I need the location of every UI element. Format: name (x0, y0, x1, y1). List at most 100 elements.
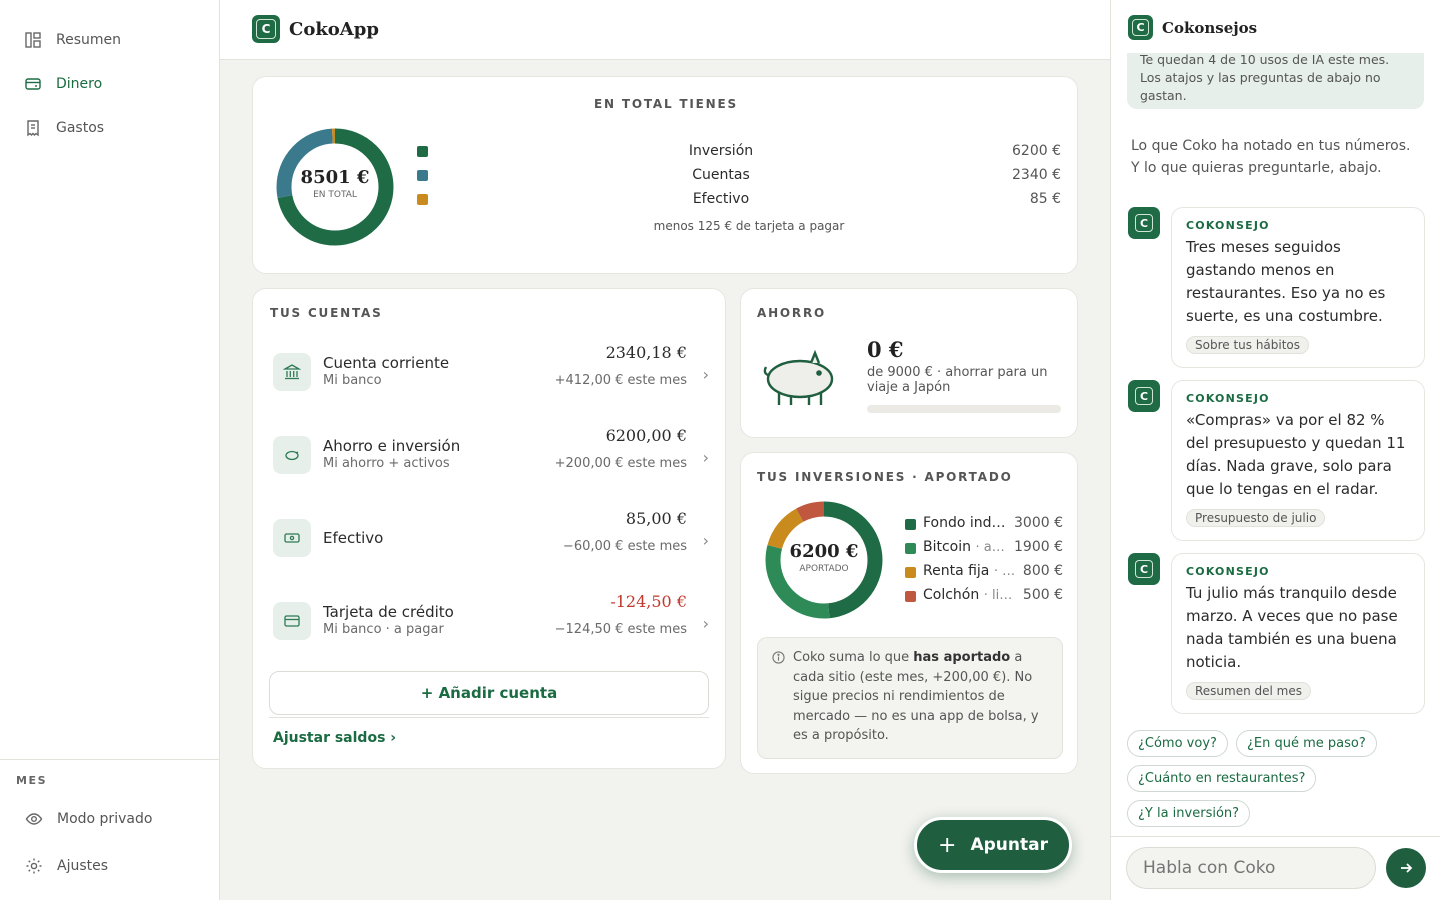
total-amount-sub: EN TOTAL (313, 190, 357, 200)
legend-extra: · a… (975, 540, 1005, 555)
app-brand[interactable]: C CokoApp (252, 15, 379, 43)
coko-avatar-icon: C (1128, 380, 1160, 412)
plus-icon: + (938, 832, 957, 858)
info-text-post: a cada sitio (este mes, +200,00 €). No s… (793, 650, 1039, 743)
legend-label: Renta fija (923, 563, 990, 579)
advice-card[interactable]: COKONSEJO Tu julio más tranquilo desde m… (1171, 553, 1425, 714)
account-row[interactable]: Cuenta corriente Mi banco 2340,18 € +412… (273, 341, 709, 401)
adjust-balances-link[interactable]: Ajustar saldos › (273, 730, 397, 746)
legend-value: 1900 € (1014, 539, 1063, 555)
coko-logo-icon: C (252, 15, 280, 43)
savings-goal-text: de 9000 € · ahorrar para un viaje a Japó… (867, 365, 1048, 395)
quick-question-chip[interactable]: ¿Cuánto en restaurantes? (1127, 765, 1317, 792)
fab-label: Apuntar (970, 835, 1048, 855)
legend-value: 85 € (1029, 191, 1061, 207)
legend-label: Fondo ind… (923, 515, 1006, 531)
total-legend: Inversión 6200 € Cuentas 2340 € Efectivo… (417, 143, 1061, 233)
total-donut-chart (276, 128, 394, 246)
legend-row: Inversión 6200 € (417, 143, 1061, 167)
eye-icon (25, 813, 43, 825)
investments-center: 6200 € APORTADO (763, 541, 885, 574)
sidebar-item-label: Gastos (56, 120, 105, 136)
cash-icon (273, 519, 311, 557)
legend-swatch (905, 567, 916, 578)
advice-label: COKONSEJO (1186, 392, 1270, 405)
legend-label: Inversión (688, 143, 754, 159)
advice-tag[interactable]: Sobre tus hábitos (1186, 336, 1310, 354)
quick-question-chip[interactable]: ¿En qué me paso? (1236, 730, 1377, 757)
account-amount: 85,00 € (625, 509, 687, 528)
sidebar-item-label: Resumen (56, 32, 122, 48)
legend-swatch (417, 170, 428, 181)
sidebar-item-gastos[interactable]: Gastos (24, 119, 104, 137)
advice-tag[interactable]: Resumen del mes (1186, 682, 1312, 700)
private-mode-toggle[interactable]: Modo privado (25, 810, 152, 828)
account-row[interactable]: Tarjeta de crédito Mi banco · a pagar -1… (273, 590, 709, 650)
send-button[interactable] (1386, 848, 1426, 888)
account-delta: +200,00 € este mes (554, 456, 687, 471)
coko-logo-icon: C (1128, 15, 1153, 40)
coko-avatar-icon: C (1128, 553, 1160, 585)
info-icon (772, 651, 785, 664)
chat-input[interactable] (1126, 847, 1376, 889)
advice-card[interactable]: COKONSEJO «Compras» va por el 82 % del p… (1171, 380, 1425, 541)
legend-label: Efectivo (692, 191, 750, 207)
savings-title: AHORRO (757, 306, 827, 320)
arrow-right-icon (1401, 863, 1413, 873)
panel-scroll-area[interactable]: Te quedan 4 de 10 usos de IA este mes. L… (1111, 53, 1440, 837)
legend-value: 800 € (1022, 563, 1063, 579)
account-amount: -124,50 € (610, 592, 687, 611)
private-mode-label: Modo privado (57, 811, 153, 827)
panel-title: Cokonsejos (1162, 18, 1258, 37)
inv-legend-row: Fondo ind… 3000 € (905, 515, 1063, 539)
quick-question-chip[interactable]: ¿Cómo voy? (1127, 730, 1228, 757)
settings-link[interactable]: Ajustes (25, 857, 108, 875)
sidebar-item-resumen[interactable]: Resumen (24, 31, 121, 49)
piggy-icon (273, 436, 311, 474)
add-entry-fab[interactable]: + Apuntar (914, 817, 1072, 873)
sidebar-bottom: MES Modo privado Ajustes (0, 759, 220, 900)
legend-extra: · li… (983, 588, 1013, 603)
savings-card[interactable]: AHORRO 0 € de 9000 € · ahorrar para un v… (740, 288, 1078, 438)
chat-input-bar (1111, 836, 1440, 900)
accounts-card: TUS CUENTAS Cuenta corriente Mi banco 23… (252, 288, 726, 769)
legend-value: 2340 € (1012, 167, 1061, 183)
gear-icon (26, 858, 42, 874)
chevron-right-icon: › (702, 614, 709, 633)
legend-row: Efectivo 85 € (417, 191, 1061, 215)
chevron-right-icon: › (702, 365, 709, 384)
investments-amount: 6200 € (789, 541, 859, 562)
account-delta: −124,50 € este mes (554, 622, 687, 637)
add-account-button[interactable]: + Añadir cuenta (269, 671, 709, 715)
investments-donut-chart (765, 501, 883, 619)
account-name: Efectivo (323, 529, 384, 547)
investments-info-box: Coko suma lo que has aportado a cada sit… (757, 637, 1063, 759)
savings-progress-bar (867, 405, 1061, 413)
account-name: Tarjeta de crédito (323, 603, 454, 621)
savings-amount: 0 € (867, 337, 904, 362)
account-row[interactable]: Efectivo 85,00 € −60,00 € este mes › (273, 507, 709, 567)
divider (269, 717, 709, 718)
legend-swatch (417, 194, 428, 205)
investments-legend: Fondo ind… 3000 € Bitcoin · a… 1900 € Re… (905, 515, 1063, 611)
piggy-bank-icon (763, 349, 834, 405)
account-row[interactable]: Ahorro e inversión Mi ahorro + activos 6… (273, 424, 709, 484)
account-name: Ahorro e inversión (323, 437, 461, 455)
advice-tag[interactable]: Presupuesto de julio (1186, 509, 1326, 527)
inv-legend-row: Colchón · li… 500 € (905, 587, 1063, 611)
legend-label: Cuentas (692, 167, 750, 183)
legend-label: Bitcoin (923, 539, 972, 555)
chevron-right-icon: › (702, 448, 709, 467)
legend-swatch (905, 519, 916, 530)
quick-question-chip[interactable]: ¿Y la inversión? (1127, 800, 1251, 827)
sidebar-item-dinero[interactable]: Dinero (24, 75, 102, 93)
panel-intro: Lo que Coko ha notado en tus números. Y … (1131, 138, 1411, 176)
account-delta: −60,00 € este mes (562, 539, 687, 554)
coko-avatar-icon: C (1128, 207, 1160, 239)
investments-title: TUS INVERSIONES · APORTADO (757, 470, 1013, 484)
bank-icon (273, 353, 311, 391)
donut-slice-efectivo (276, 128, 394, 246)
receipt-icon (27, 120, 39, 137)
sidebar-item-label: Dinero (56, 76, 103, 92)
advice-card[interactable]: COKONSEJO Tres meses seguidos gastando m… (1171, 207, 1425, 368)
